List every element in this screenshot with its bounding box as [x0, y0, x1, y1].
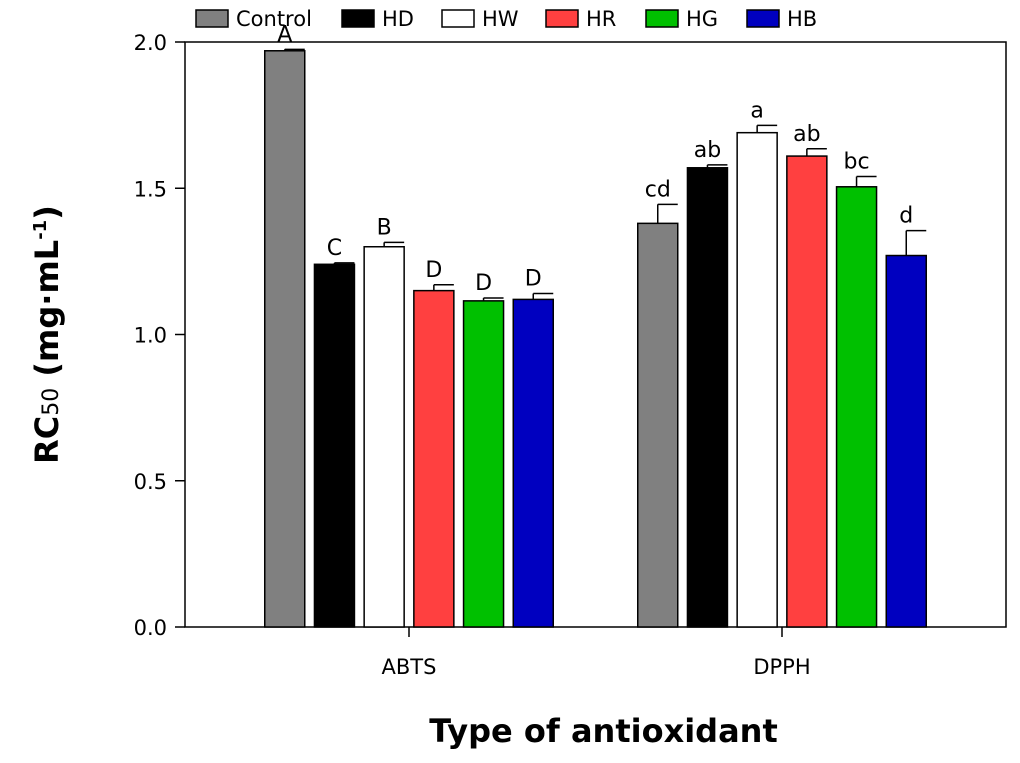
significance-letter: C — [327, 236, 342, 261]
significance-letter: D — [425, 258, 442, 283]
legend-swatch — [341, 9, 375, 28]
legend-label: Control — [236, 7, 312, 31]
bar-group-abts: A C B D D D — [264, 22, 554, 628]
x-axis: ABTS DPPH — [382, 627, 811, 679]
legend-swatch — [441, 9, 475, 28]
legend-label: HD — [382, 7, 414, 31]
significance-letter: D — [525, 267, 542, 292]
x-tick-label-dpph: DPPH — [753, 655, 810, 679]
legend-item-hr: HR — [545, 7, 616, 31]
bar-hr-abts — [413, 289, 455, 628]
legend-item-hg: HG — [645, 7, 718, 31]
bar-hd-dpph — [686, 167, 729, 628]
y-axis-title-sub: 50 — [39, 388, 64, 416]
y-axis-title: RC50 (mg·mL-1) — [28, 205, 66, 464]
y-axis-title-close: ) — [28, 205, 66, 220]
legend-item-control: Control — [195, 7, 312, 31]
y-axis: 0.0 0.5 1.0 1.5 2.0 — [134, 31, 185, 640]
bar-control-abts — [264, 50, 306, 628]
legend-item-hb: HB — [746, 7, 817, 31]
legend-swatch — [195, 9, 229, 28]
y-axis-title-open: (mg·mL — [28, 240, 66, 388]
significance-letter: cd — [645, 177, 671, 202]
significance-letter: a — [750, 98, 763, 123]
y-tick-label: 1.5 — [134, 177, 167, 201]
y-tick-label: 2.0 — [134, 31, 167, 55]
bar-control-dpph — [637, 222, 679, 628]
bar-hg-abts — [462, 300, 505, 628]
y-axis-title-main: RC — [28, 416, 66, 464]
significance-letter: ab — [694, 138, 721, 163]
significance-letter: B — [377, 215, 392, 240]
legend-label: HB — [787, 7, 817, 31]
bar-hg-dpph — [835, 186, 878, 628]
legend-swatch — [645, 9, 679, 28]
x-tick-label-abts: ABTS — [382, 655, 437, 679]
y-tick-label: 0.0 — [134, 616, 167, 640]
significance-letter: D — [475, 271, 492, 296]
bar-hd-abts — [313, 263, 356, 628]
legend-label: HW — [482, 7, 519, 31]
legend-item-hd: HD — [341, 7, 414, 31]
significance-letter: d — [899, 204, 913, 229]
legend-swatch — [746, 9, 780, 28]
significance-letter: ab — [793, 122, 820, 147]
legend-swatch — [545, 9, 579, 28]
bar-hr-dpph — [786, 155, 828, 628]
legend-label: HG — [686, 7, 718, 31]
legend: Control HD HW HR HG HB — [195, 7, 817, 31]
bar-hw-abts — [363, 246, 405, 628]
x-axis-title: Type of antioxidant — [429, 712, 778, 750]
plot-frame — [184, 41, 1007, 628]
significance-letter: A — [277, 22, 292, 47]
bar-hb-dpph — [885, 254, 927, 628]
legend-item-hw: HW — [441, 7, 519, 31]
y-tick-label: 1.0 — [134, 324, 167, 348]
y-tick-label: 0.5 — [134, 470, 167, 494]
significance-letter: bc — [844, 150, 870, 175]
bar-hb-abts — [512, 298, 554, 628]
legend-label: HR — [586, 7, 616, 31]
bar-hw-dpph — [736, 131, 778, 628]
y-axis-title-sup: -1 — [30, 220, 51, 240]
